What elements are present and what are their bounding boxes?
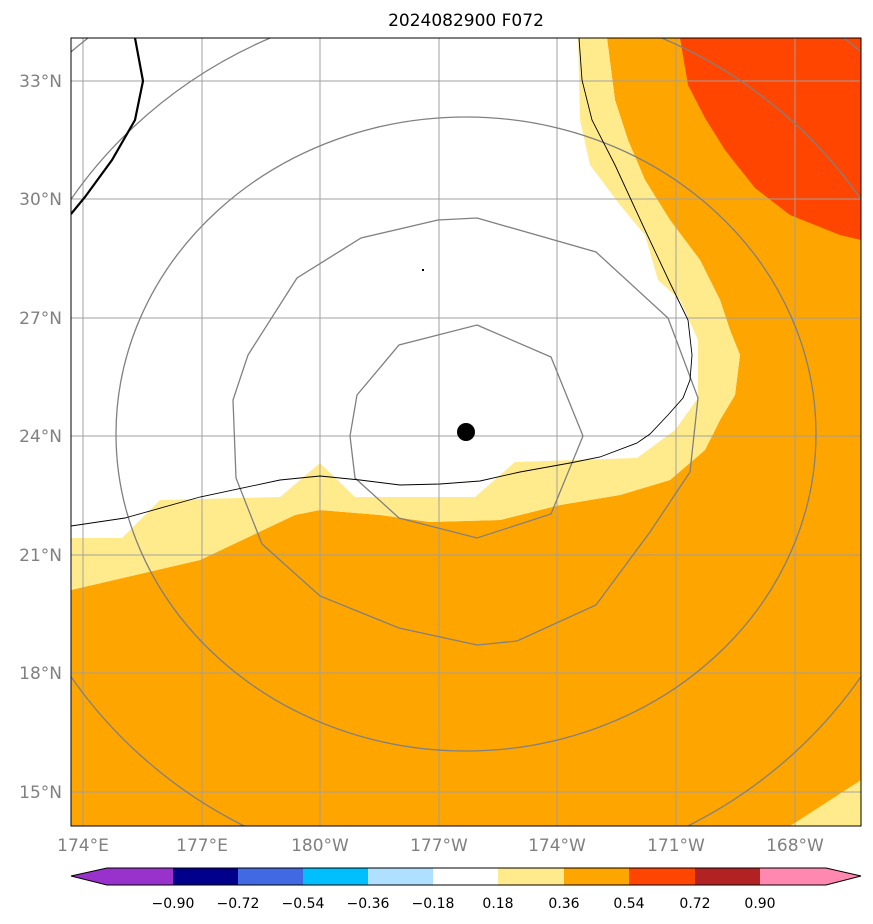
lon-label: 171°W bbox=[647, 836, 705, 856]
colorbar-tick-label: 0.18 bbox=[482, 896, 513, 912]
lat-label: 33°N bbox=[19, 72, 62, 92]
field-red bbox=[680, 38, 861, 240]
colorbar-segment-6 bbox=[498, 868, 564, 885]
colorbar-segment-2 bbox=[238, 868, 303, 885]
colorbar-tick-label: 0.36 bbox=[548, 896, 579, 912]
lon-label: 180°W bbox=[291, 836, 349, 856]
colorbar-segment-7 bbox=[564, 868, 629, 885]
lon-label: 168°W bbox=[766, 836, 824, 856]
colorbar-outline bbox=[70, 867, 862, 886]
lat-label: 27°N bbox=[19, 309, 62, 329]
lat-label: 15°N bbox=[19, 783, 62, 803]
contour-2 bbox=[232, 217, 699, 646]
storm-center-marker bbox=[457, 423, 475, 441]
latitude-labels: 33°N 30°N 27°N 24°N 21°N 18°N 15°N bbox=[19, 72, 62, 803]
colorbar-tick-label: 0.54 bbox=[613, 896, 644, 912]
colorbar-tick-label: −0.36 bbox=[347, 896, 390, 912]
figure-title: 2024082900 F072 bbox=[388, 11, 544, 31]
colorbar-tick-label: −0.18 bbox=[412, 896, 455, 912]
lat-label: 21°N bbox=[19, 546, 62, 566]
lat-label: 18°N bbox=[19, 664, 62, 684]
colorbar-tick-label: 0.90 bbox=[744, 896, 775, 912]
colorbar-tick-label: −0.72 bbox=[217, 896, 260, 912]
zero-contour bbox=[71, 38, 693, 527]
colorbar-segment-9 bbox=[695, 868, 760, 885]
colorbar-segment-8 bbox=[629, 868, 695, 885]
contour-1 bbox=[349, 324, 584, 539]
colorbar-segment-1 bbox=[173, 868, 238, 885]
contour-3 bbox=[115, 116, 817, 752]
colorbar-segment-5 bbox=[433, 868, 498, 885]
thick-boundary-line bbox=[71, 38, 145, 215]
colorbar-segment-3 bbox=[303, 868, 368, 885]
colorbar-segment-10 bbox=[760, 868, 861, 885]
colorbar-tick-labels: −0.90 −0.72 −0.54 −0.36 −0.18 0.18 0.36 … bbox=[152, 896, 776, 912]
colorbar-segment-0 bbox=[71, 868, 173, 885]
lon-label: 177°W bbox=[410, 836, 468, 856]
lat-label: 30°N bbox=[19, 190, 62, 210]
lon-label: 174°W bbox=[528, 836, 586, 856]
map-frame bbox=[70, 37, 862, 827]
colorbar-tick-label: −0.54 bbox=[282, 896, 325, 912]
lon-label: 177°E bbox=[176, 836, 228, 856]
field-orange bbox=[71, 38, 861, 826]
colorbar-tick-label: −0.90 bbox=[152, 896, 195, 912]
colorbar-segment-4 bbox=[368, 868, 433, 885]
field-yellow-band bbox=[71, 38, 740, 590]
longitude-labels: 174°E 177°E 180°W 177°W 174°W 171°W 168°… bbox=[57, 836, 824, 856]
lat-label: 24°N bbox=[19, 427, 62, 447]
lon-label: 174°E bbox=[57, 836, 109, 856]
small-marker-dot bbox=[422, 269, 424, 271]
colorbar: −0.90 −0.72 −0.54 −0.36 −0.18 0.18 0.36 … bbox=[70, 867, 862, 912]
colorbar-tick-label: 0.72 bbox=[679, 896, 710, 912]
